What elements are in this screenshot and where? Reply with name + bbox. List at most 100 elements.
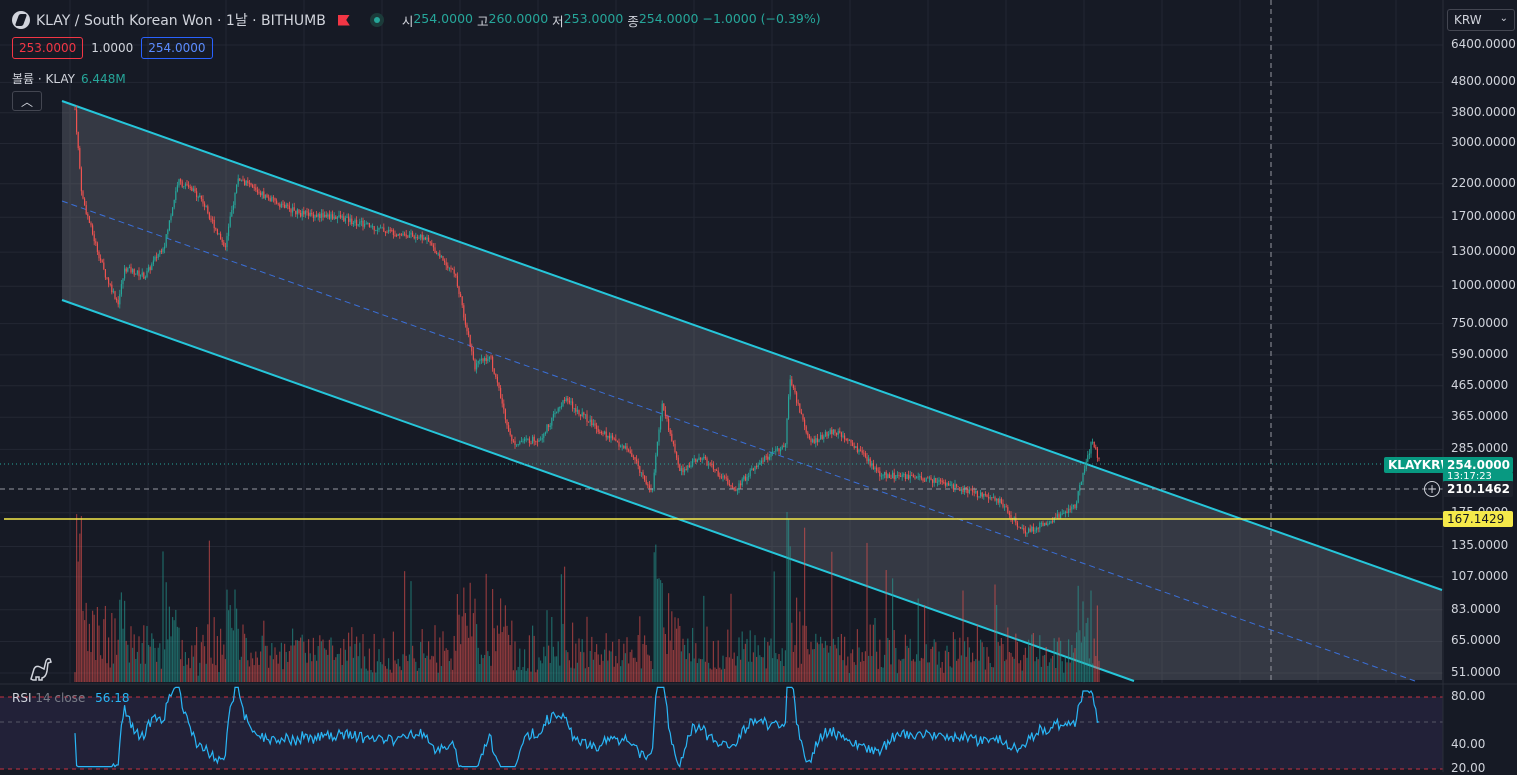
volume-bar <box>516 670 518 682</box>
candle-body <box>498 382 500 389</box>
volume-bar <box>640 668 642 682</box>
volume-bar <box>541 663 543 682</box>
flag-icon[interactable] <box>337 14 350 26</box>
buy-button[interactable]: 254.0000 <box>141 37 213 59</box>
candle-body <box>791 379 793 386</box>
candle-body <box>928 477 930 479</box>
candle-body <box>567 398 569 401</box>
volume-bar <box>416 670 418 682</box>
candle-body <box>488 356 490 359</box>
volume-bar <box>1087 617 1089 682</box>
candle-body <box>216 229 218 235</box>
volume-bar <box>189 668 191 682</box>
volume-bar <box>816 642 818 682</box>
candle-body <box>452 268 454 270</box>
channel-lower-line[interactable] <box>61 299 1135 682</box>
volume-bar <box>522 667 524 682</box>
candle-body <box>512 440 514 442</box>
candle-body <box>916 476 918 479</box>
volume-bar <box>895 647 897 682</box>
candle-body <box>696 459 698 462</box>
candle-body <box>256 189 258 193</box>
candle-body <box>436 253 438 254</box>
candle-body <box>660 416 662 430</box>
volume-bar <box>943 672 945 682</box>
market-status-icon[interactable] <box>369 13 384 27</box>
volume-bar <box>746 638 748 682</box>
volume-bar <box>548 645 550 682</box>
volume-bar <box>840 633 842 682</box>
candle-body <box>202 199 204 204</box>
price-axis-label: 1300.0000 <box>1451 244 1516 259</box>
candle-body <box>789 379 791 397</box>
volume-bar <box>996 604 998 682</box>
volume-legend[interactable]: 볼륨 · KLAY 6.448M <box>12 70 126 87</box>
change-value: −1.0000 (−0.39%) <box>702 10 821 26</box>
candle-body <box>773 451 775 453</box>
channel-upper-line[interactable] <box>61 100 1443 591</box>
rsi-legend[interactable]: RSI 14 close 56.18 <box>12 691 130 705</box>
volume-bar <box>248 666 250 682</box>
volume-bar <box>989 663 991 682</box>
volume-bar <box>784 650 786 682</box>
candle-body <box>116 298 118 301</box>
candle-body <box>458 286 460 294</box>
volume-bar <box>984 669 986 682</box>
volume-bar <box>383 638 385 682</box>
volume-bar <box>124 600 126 682</box>
volume-bar <box>703 595 705 682</box>
candle-body <box>586 414 588 422</box>
volume-bar <box>757 645 759 682</box>
candle-body <box>728 483 730 486</box>
volume-bar <box>1040 666 1042 682</box>
volume-bar <box>447 649 449 682</box>
volume-bar <box>1076 632 1078 682</box>
candle-body <box>311 212 313 215</box>
candle-body <box>976 490 978 498</box>
volume-bar <box>412 645 414 682</box>
add-alert-icon[interactable]: + <box>1424 481 1440 497</box>
volume-bar <box>1028 639 1030 682</box>
volume-bar <box>1031 634 1033 682</box>
volume-bar <box>808 654 810 682</box>
candle-body <box>525 438 527 440</box>
volume-bar <box>167 639 169 682</box>
volume-bar <box>351 627 353 682</box>
candle-body <box>413 236 415 239</box>
candle-body <box>95 241 97 244</box>
volume-bar <box>684 644 686 682</box>
volume-bar <box>1037 659 1039 682</box>
volume-bar <box>1060 640 1062 682</box>
candle-body <box>239 178 241 181</box>
volume-bar <box>572 622 574 682</box>
volume-bar <box>586 616 588 682</box>
collapse-legend-button[interactable]: ︿ <box>12 91 42 111</box>
candle-body <box>106 277 108 279</box>
symbol-title[interactable]: KLAY / South Korean Won · 1날 · BITHUMB <box>36 13 326 29</box>
volume-bar <box>212 663 214 682</box>
volume-bar <box>391 672 393 682</box>
volume-bar <box>544 656 546 682</box>
candle-body <box>432 245 434 248</box>
rsi-params: 14 close <box>35 691 86 705</box>
sell-button[interactable]: 253.0000 <box>12 37 84 59</box>
candle-body <box>661 403 663 417</box>
candle-body <box>112 291 114 293</box>
close-value: 254.0000 <box>638 10 699 26</box>
volume-bar <box>448 661 450 682</box>
volume-bar <box>882 667 884 682</box>
currency-select[interactable]: KRW ⌄ <box>1447 9 1515 31</box>
volume-bar <box>1071 644 1073 682</box>
candle-body <box>744 476 746 481</box>
volume-bar <box>1080 642 1082 682</box>
volume-bar <box>724 668 726 682</box>
candle-body <box>690 465 692 467</box>
volume-bar <box>901 659 903 682</box>
volume-bar <box>594 651 596 682</box>
volume-bar <box>1098 660 1100 682</box>
candle-body <box>1042 522 1044 526</box>
candle-body <box>855 446 857 448</box>
candle-body <box>253 187 255 189</box>
volume-bar <box>906 645 908 682</box>
